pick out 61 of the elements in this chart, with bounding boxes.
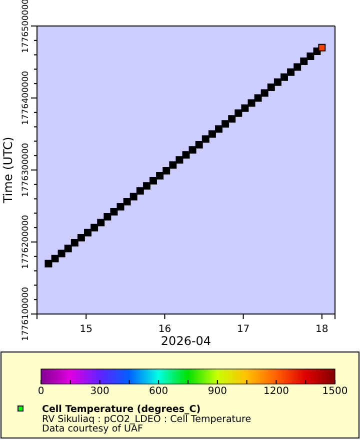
x-tick-label: 17: [236, 324, 250, 336]
point: [254, 94, 262, 102]
color-bar-label: 900: [208, 386, 227, 398]
point: [51, 254, 59, 262]
point: [228, 115, 236, 123]
point: [222, 120, 230, 128]
y-tick-label: 1776200000: [21, 214, 31, 270]
point: [306, 52, 314, 60]
point: [274, 78, 282, 86]
x-axis-title: 2026-04: [160, 334, 212, 348]
point: [287, 68, 295, 76]
point: [142, 182, 150, 190]
y-tick-label: 1776100000: [21, 286, 31, 342]
point: [188, 146, 196, 154]
point: [70, 238, 78, 246]
point: [58, 250, 66, 258]
text: RV Sikuliaq : pCO2_LDEO : Cell Temperature: [42, 414, 252, 425]
color-bar-label: 1500: [322, 386, 348, 398]
point: [116, 202, 124, 210]
point: [176, 156, 184, 164]
point: [162, 166, 170, 174]
point: [267, 83, 275, 91]
point: [300, 58, 308, 66]
point: [130, 192, 138, 200]
text: Data courtesy of UAF: [42, 424, 143, 434]
point: [195, 141, 203, 149]
y-tick-label: 1776300000: [21, 142, 31, 198]
x-tick-label: 16: [158, 324, 172, 336]
point: [123, 198, 131, 206]
color-bar-label: 0: [38, 386, 44, 398]
point: [318, 44, 326, 52]
point: [215, 125, 222, 133]
x-tick-label: 18: [316, 324, 328, 336]
point: [202, 135, 210, 143]
point: [241, 104, 249, 112]
color-bar-label: 600: [149, 386, 168, 398]
point: [294, 63, 302, 71]
point: [110, 208, 118, 216]
point: [97, 218, 105, 226]
point: [156, 172, 164, 180]
x-tick-label: 15: [80, 324, 92, 336]
point: [150, 177, 157, 185]
point: [44, 260, 52, 268]
point: [64, 244, 72, 252]
y-tick-label: 1776400000: [21, 70, 31, 126]
point: [169, 161, 177, 169]
color-bar-label: 300: [90, 386, 110, 398]
point: [104, 213, 112, 221]
point: [182, 151, 190, 159]
point: [248, 99, 256, 107]
color-bar-title: Cell Temperature (degrees_C): [42, 404, 201, 415]
point: [280, 73, 288, 81]
point: [136, 187, 144, 195]
point: [234, 109, 242, 117]
point: [84, 228, 92, 236]
color-bar-label: 1200: [263, 386, 289, 398]
point: [90, 224, 98, 232]
point: [208, 130, 216, 138]
point: [77, 234, 85, 242]
y-axis-title: Time (UTC): [1, 136, 15, 204]
point: [260, 89, 268, 97]
